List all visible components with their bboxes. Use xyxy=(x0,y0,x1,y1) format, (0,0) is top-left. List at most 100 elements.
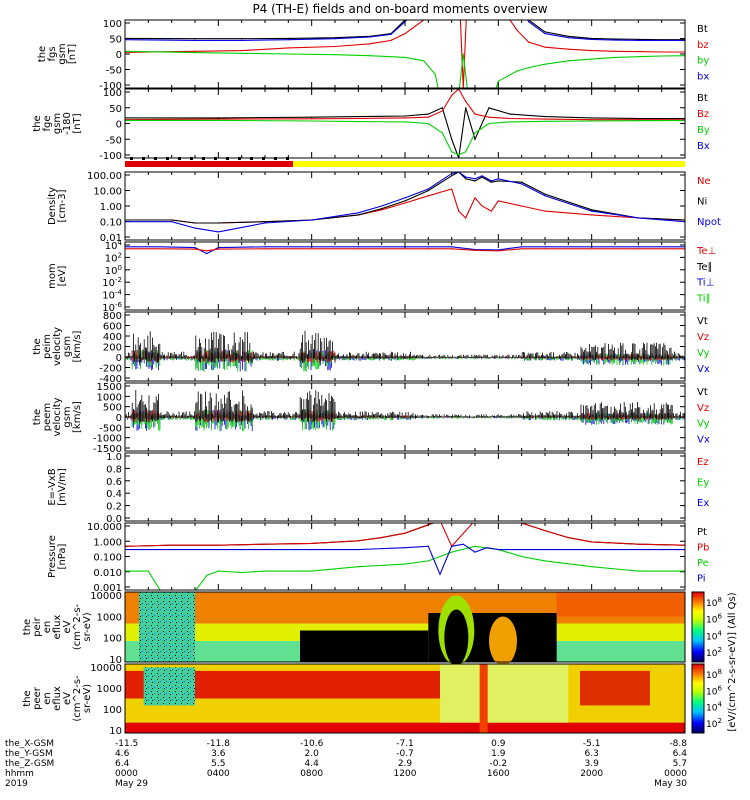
x-tick-value: -8.8 xyxy=(669,739,687,749)
data-point xyxy=(544,31,546,33)
colorbar-tick-label: 108 xyxy=(706,596,722,609)
legend-entry: bx xyxy=(697,71,709,82)
x-row-label: hhmm xyxy=(5,769,34,779)
data-point xyxy=(241,571,243,574)
data-point xyxy=(614,50,616,52)
x-tick-value: 4.6 xyxy=(115,749,130,759)
data-point xyxy=(241,39,243,42)
colorbar-tick-label: 104 xyxy=(706,629,722,642)
data-point xyxy=(521,181,523,183)
x-tick-value: 6.3 xyxy=(585,749,599,759)
data-point xyxy=(637,117,639,120)
data-point xyxy=(194,39,196,42)
data-point xyxy=(287,37,289,39)
y-axis-label: the xyxy=(37,46,48,62)
data-point xyxy=(637,56,639,58)
data-point xyxy=(661,39,663,42)
legend-entry: Vt xyxy=(697,387,708,398)
y-tick-label: 500 xyxy=(103,403,122,414)
status-segment-red xyxy=(125,161,293,167)
data-point xyxy=(509,113,511,115)
data-point xyxy=(451,188,453,190)
data-point xyxy=(451,545,453,547)
x-row-label: 2019 xyxy=(5,779,28,789)
y-tick-label: 50 xyxy=(109,104,122,115)
panel-data xyxy=(125,89,685,158)
x-tick-value: 6.4 xyxy=(673,749,688,759)
data-point xyxy=(474,180,476,182)
data-point xyxy=(591,37,593,39)
panel-data xyxy=(125,246,685,255)
legend-entry: Ex xyxy=(697,498,709,509)
y-axis-label: gsm xyxy=(52,113,63,134)
legend-entry: bz xyxy=(697,40,709,51)
data-point xyxy=(521,248,523,250)
data-point xyxy=(497,548,499,551)
data-point xyxy=(474,249,476,251)
data-point xyxy=(567,536,569,539)
y-tick-label: 100 xyxy=(105,264,122,277)
y-tick-label: 1000 xyxy=(97,684,122,695)
y-axis-label: [nT] xyxy=(67,44,78,64)
y-tick-label: 1500 xyxy=(97,382,122,393)
data-point xyxy=(451,248,453,250)
data-point xyxy=(357,117,359,120)
colorbar-tick-label: 108 xyxy=(706,668,722,681)
panel-frame xyxy=(124,88,686,159)
data-point xyxy=(497,180,499,182)
data-point xyxy=(217,570,219,572)
series-line xyxy=(125,188,685,224)
data-point xyxy=(474,545,476,547)
data-point xyxy=(528,21,530,23)
y-tick-label: 10 xyxy=(109,726,122,737)
data-point xyxy=(497,200,499,202)
colorbar-tick-label: 102 xyxy=(706,717,722,730)
series-line xyxy=(125,543,685,576)
series-line xyxy=(125,20,685,41)
data-point xyxy=(544,33,546,35)
data-point xyxy=(591,117,593,119)
status-tick xyxy=(250,157,253,160)
data-point xyxy=(369,43,371,45)
data-point xyxy=(497,178,499,180)
data-point xyxy=(369,55,371,57)
status-tick xyxy=(274,157,277,160)
data-point xyxy=(544,193,546,195)
y-axis-label: mom xyxy=(47,263,58,289)
plot-title: P4 (TH-E) fields and on-board moments ov… xyxy=(252,2,547,16)
data-point xyxy=(614,56,616,59)
data-point xyxy=(509,117,511,120)
data-point xyxy=(404,248,406,250)
x-tick-value: 1200 xyxy=(394,769,417,779)
data-point xyxy=(381,536,383,539)
y-axis-label: the xyxy=(32,409,43,425)
data-point xyxy=(637,543,639,545)
colorbar-tick-label: 104 xyxy=(706,701,722,714)
data-point xyxy=(334,37,336,39)
data-point xyxy=(404,532,406,534)
data-point xyxy=(474,197,476,199)
data-point xyxy=(516,70,518,72)
y-tick-label: -1000 xyxy=(93,434,122,445)
data-point xyxy=(287,39,289,41)
y-tick-label: -200 xyxy=(99,364,122,375)
panel-8: Pressure [nPa] 10.000 1.000 0.100 0.010 0.001 P… xyxy=(47,522,709,594)
legend-entry: Pe xyxy=(697,558,709,569)
colorbars: 108 106 104 102 108 106 104 102 [eV/(cm^2-s-sr-e… xyxy=(691,591,738,734)
data-point xyxy=(521,555,523,558)
colorbar-tick-exponent: 8 xyxy=(717,668,721,676)
data-point xyxy=(637,217,639,219)
panel-2: the fge gsm -180 [nT] 100 50 0 -50 -100 Bt Bz By Bx xyxy=(32,88,710,162)
data-point xyxy=(264,246,266,248)
data-point xyxy=(334,38,336,40)
spectro-spike xyxy=(479,664,488,733)
y-axis-label: eV xyxy=(62,620,73,633)
electron-spectrogram xyxy=(124,663,686,734)
data-point xyxy=(171,221,173,223)
y-tick-label: 600 xyxy=(103,322,122,333)
data-point xyxy=(381,208,383,210)
status-tick xyxy=(262,157,265,160)
legend-entry: Ni xyxy=(697,197,707,208)
legend-entry: Te∥ xyxy=(696,262,713,273)
data-point xyxy=(427,113,429,115)
